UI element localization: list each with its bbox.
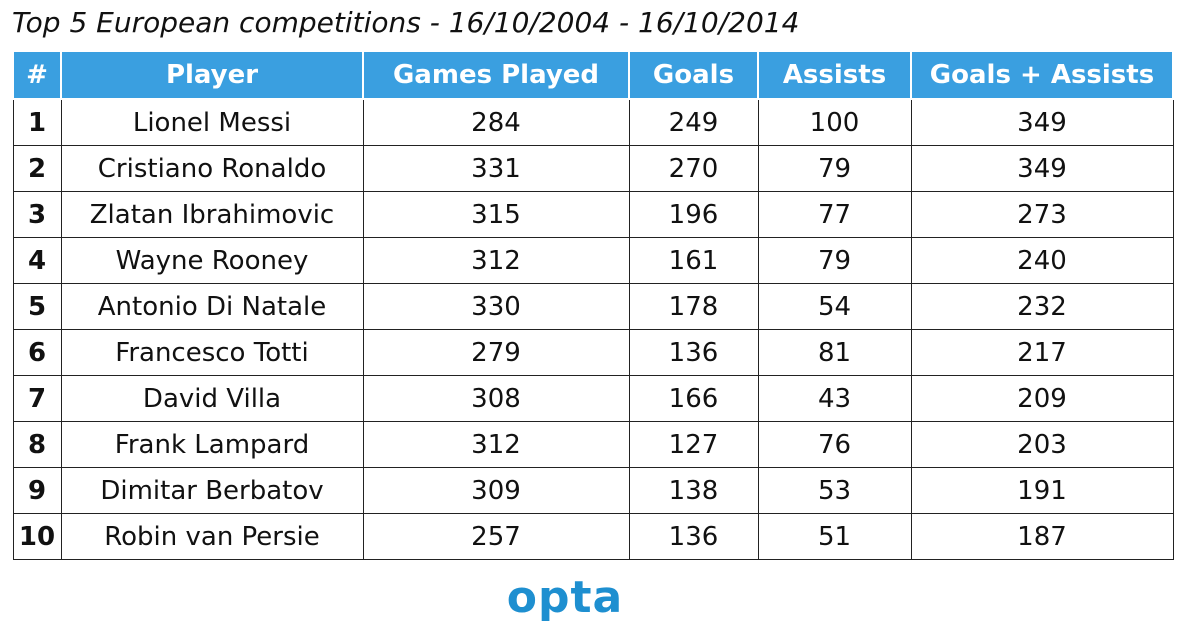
table-cell: 178 xyxy=(628,283,759,330)
column-header: Goals xyxy=(628,50,759,100)
table-cell: 308 xyxy=(362,375,630,422)
table-cell: 203 xyxy=(910,421,1174,468)
column-header: Assists xyxy=(757,50,912,100)
table-cell: 77 xyxy=(757,191,912,238)
stats-table: # Player Games Played Goals Assists Goals + A… xyxy=(12,50,1174,560)
table-cell: 312 xyxy=(362,421,630,468)
table-cell: 79 xyxy=(757,237,912,284)
rank-cell: 8 xyxy=(12,421,62,468)
table-cell: 136 xyxy=(628,329,759,376)
table-cell: 43 xyxy=(757,375,912,422)
table-cell: 330 xyxy=(362,283,630,330)
table-cell: 161 xyxy=(628,237,759,284)
table-cell: 349 xyxy=(910,145,1174,192)
table-cell: 270 xyxy=(628,145,759,192)
column-header: Goals + Assists xyxy=(910,50,1174,100)
rank-cell: 3 xyxy=(12,191,62,238)
table-row: 6 Francesco Totti 279 136 81 217 xyxy=(12,329,1174,376)
header-row: # Player Games Played Goals Assists Goals + A… xyxy=(12,50,1174,100)
table-cell: 349 xyxy=(910,98,1174,146)
table-row: 3 Zlatan Ibrahimovic 315 196 77 273 xyxy=(12,191,1174,238)
table-cell: Wayne Rooney xyxy=(60,237,364,284)
rank-cell: 1 xyxy=(12,98,62,146)
column-header: # xyxy=(12,50,62,100)
table-cell: 191 xyxy=(910,467,1174,514)
table-cell: 240 xyxy=(910,237,1174,284)
table-cell: Dimitar Berbatov xyxy=(60,467,364,514)
column-header: Games Played xyxy=(362,50,630,100)
table-cell: 127 xyxy=(628,421,759,468)
rank-cell: 10 xyxy=(12,513,62,560)
table-cell: 53 xyxy=(757,467,912,514)
table-cell: 284 xyxy=(362,98,630,146)
table-cell: 273 xyxy=(910,191,1174,238)
table-cell: Antonio Di Natale xyxy=(60,283,364,330)
table-row: 8 Frank Lampard 312 127 76 203 xyxy=(12,421,1174,468)
rank-cell: 5 xyxy=(12,283,62,330)
table-cell: 76 xyxy=(757,421,912,468)
table-row: 2 Cristiano Ronaldo 331 270 79 349 xyxy=(12,145,1174,192)
table-cell: 279 xyxy=(362,329,630,376)
table-cell: 315 xyxy=(362,191,630,238)
table-cell: 232 xyxy=(910,283,1174,330)
rank-cell: 6 xyxy=(12,329,62,376)
table-cell: Lionel Messi xyxy=(60,98,364,146)
rank-cell: 4 xyxy=(12,237,62,284)
table-cell: 54 xyxy=(757,283,912,330)
table-row: 7 David Villa 308 166 43 209 xyxy=(12,375,1174,422)
table-row: 9 Dimitar Berbatov 309 138 53 191 xyxy=(12,467,1174,514)
table-cell: Cristiano Ronaldo xyxy=(60,145,364,192)
column-header: Player xyxy=(60,50,364,100)
table-cell: 138 xyxy=(628,467,759,514)
table-cell: 196 xyxy=(628,191,759,238)
table-cell: 217 xyxy=(910,329,1174,376)
table-cell: 257 xyxy=(362,513,630,560)
table-cell: Robin van Persie xyxy=(60,513,364,560)
table-body: 1 Lionel Messi 284 249 100 349 2 Cristiano Rona… xyxy=(12,98,1174,560)
table-cell: David Villa xyxy=(60,375,364,422)
table-cell: 187 xyxy=(910,513,1174,560)
table-row: 10 Robin van Persie 257 136 51 187 xyxy=(12,513,1174,560)
table-row: 1 Lionel Messi 284 249 100 349 xyxy=(12,98,1174,146)
table-cell: 136 xyxy=(628,513,759,560)
table-cell: 249 xyxy=(628,98,759,146)
title: Top 5 European competitions - 16/10/2004… xyxy=(12,6,800,39)
logo: opta xyxy=(506,572,624,623)
table-cell: Frank Lampard xyxy=(60,421,364,468)
table-cell: Zlatan Ibrahimovic xyxy=(60,191,364,238)
table-cell: 100 xyxy=(757,98,912,146)
table-cell: 166 xyxy=(628,375,759,422)
table-cell: 81 xyxy=(757,329,912,376)
table-cell: 309 xyxy=(362,467,630,514)
table-cell: Francesco Totti xyxy=(60,329,364,376)
table-row: 5 Antonio Di Natale 330 178 54 232 xyxy=(12,283,1174,330)
table-cell: 209 xyxy=(910,375,1174,422)
rank-cell: 7 xyxy=(12,375,62,422)
table-row: 4 Wayne Rooney 312 161 79 240 xyxy=(12,237,1174,284)
rank-cell: 2 xyxy=(12,145,62,192)
table-cell: 312 xyxy=(362,237,630,284)
rank-cell: 9 xyxy=(12,467,62,514)
table-cell: 79 xyxy=(757,145,912,192)
table-cell: 51 xyxy=(757,513,912,560)
table-cell: 331 xyxy=(362,145,630,192)
